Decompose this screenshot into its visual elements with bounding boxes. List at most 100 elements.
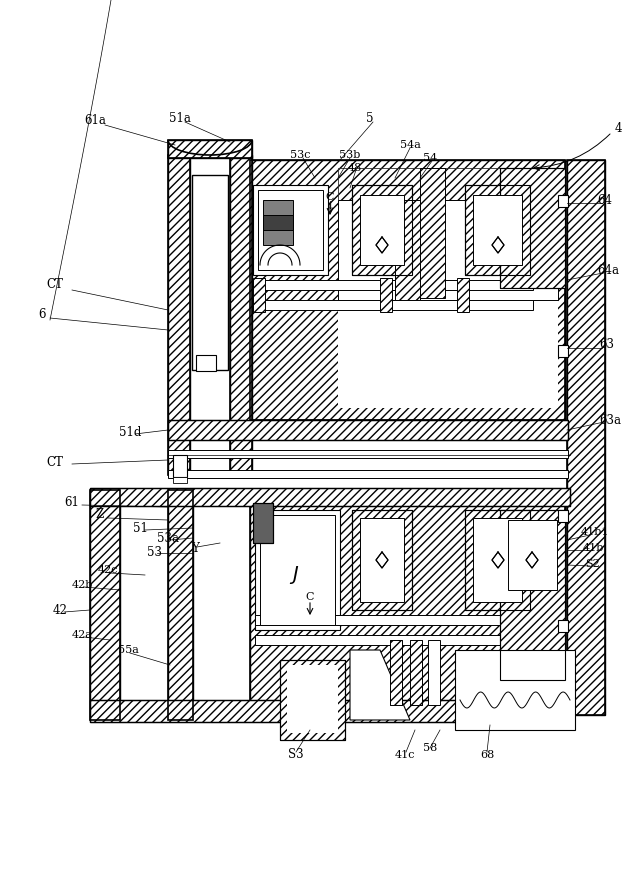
Bar: [500, 510, 565, 680]
Bar: [192, 175, 228, 370]
Bar: [338, 168, 558, 408]
Bar: [250, 490, 565, 720]
Bar: [567, 160, 605, 715]
Bar: [465, 510, 530, 610]
Text: 41b1: 41b1: [580, 527, 609, 537]
Bar: [420, 168, 445, 298]
Bar: [168, 140, 252, 158]
Text: 42: 42: [52, 604, 67, 617]
Bar: [558, 510, 568, 522]
Text: CT: CT: [47, 279, 63, 292]
Bar: [508, 520, 557, 590]
Bar: [253, 300, 533, 310]
Bar: [253, 503, 273, 543]
Bar: [173, 477, 187, 483]
Polygon shape: [376, 552, 388, 568]
Bar: [168, 490, 193, 720]
Text: 42a: 42a: [72, 630, 92, 640]
Bar: [352, 185, 412, 275]
Bar: [390, 640, 402, 705]
Bar: [168, 450, 568, 458]
Bar: [360, 518, 404, 602]
Text: 64: 64: [598, 194, 612, 207]
Text: 41c: 41c: [395, 750, 415, 760]
Text: 51d: 51d: [119, 426, 141, 439]
Text: 41b: 41b: [582, 543, 604, 553]
Bar: [390, 640, 402, 705]
Text: 55a: 55a: [118, 645, 138, 655]
Polygon shape: [376, 237, 388, 253]
Text: 53a: 53a: [157, 532, 179, 545]
Text: J: J: [292, 566, 298, 584]
Bar: [90, 490, 120, 720]
Bar: [263, 215, 293, 230]
Bar: [168, 470, 568, 478]
Bar: [465, 185, 530, 275]
Bar: [168, 155, 190, 475]
Text: 4: 4: [614, 122, 621, 135]
Bar: [168, 420, 568, 440]
Text: C: C: [306, 592, 314, 602]
Bar: [250, 160, 565, 420]
Bar: [558, 620, 568, 632]
Bar: [250, 490, 565, 720]
Bar: [410, 640, 422, 705]
Text: 68: 68: [480, 750, 494, 760]
Bar: [253, 185, 328, 275]
Bar: [352, 510, 412, 610]
Text: 63: 63: [600, 338, 614, 351]
Bar: [352, 510, 412, 610]
Bar: [352, 185, 412, 275]
Bar: [255, 510, 340, 630]
Bar: [280, 660, 345, 740]
Text: C: C: [326, 192, 334, 202]
Text: 42c: 42c: [98, 565, 118, 575]
Bar: [90, 488, 570, 506]
Bar: [558, 345, 568, 357]
Bar: [258, 190, 323, 270]
Bar: [90, 488, 570, 506]
Text: 53c: 53c: [290, 150, 310, 160]
Text: 51a: 51a: [169, 111, 191, 124]
Bar: [230, 155, 252, 475]
Bar: [465, 510, 530, 610]
Bar: [338, 168, 558, 200]
Bar: [280, 660, 345, 740]
Bar: [287, 665, 338, 733]
Bar: [168, 490, 193, 720]
Bar: [455, 650, 575, 730]
Bar: [410, 640, 422, 705]
Text: 54a: 54a: [399, 140, 420, 150]
Text: 63a: 63a: [599, 413, 621, 427]
Text: 5: 5: [366, 111, 374, 124]
Bar: [90, 700, 570, 722]
Bar: [196, 355, 216, 371]
Text: S3: S3: [288, 748, 304, 761]
Polygon shape: [350, 650, 410, 720]
Bar: [473, 518, 522, 602]
Bar: [500, 168, 565, 288]
Bar: [457, 278, 469, 312]
Text: 61: 61: [65, 497, 79, 510]
Bar: [250, 160, 565, 420]
Bar: [253, 503, 273, 543]
Bar: [255, 635, 533, 645]
Bar: [500, 510, 565, 680]
Bar: [260, 515, 335, 625]
Text: 64a: 64a: [597, 264, 619, 277]
Text: 6: 6: [38, 308, 45, 321]
Text: 54: 54: [423, 153, 437, 163]
Bar: [168, 420, 568, 440]
Bar: [360, 195, 404, 265]
Text: CT: CT: [47, 456, 63, 469]
Text: 53: 53: [147, 546, 163, 559]
Bar: [558, 195, 568, 207]
Text: 42b: 42b: [71, 580, 93, 590]
Bar: [465, 185, 530, 275]
Text: Y: Y: [191, 541, 199, 555]
Polygon shape: [492, 552, 504, 568]
Bar: [395, 200, 420, 300]
Text: 58: 58: [423, 743, 437, 753]
Text: S2: S2: [586, 559, 600, 569]
Polygon shape: [492, 237, 504, 253]
